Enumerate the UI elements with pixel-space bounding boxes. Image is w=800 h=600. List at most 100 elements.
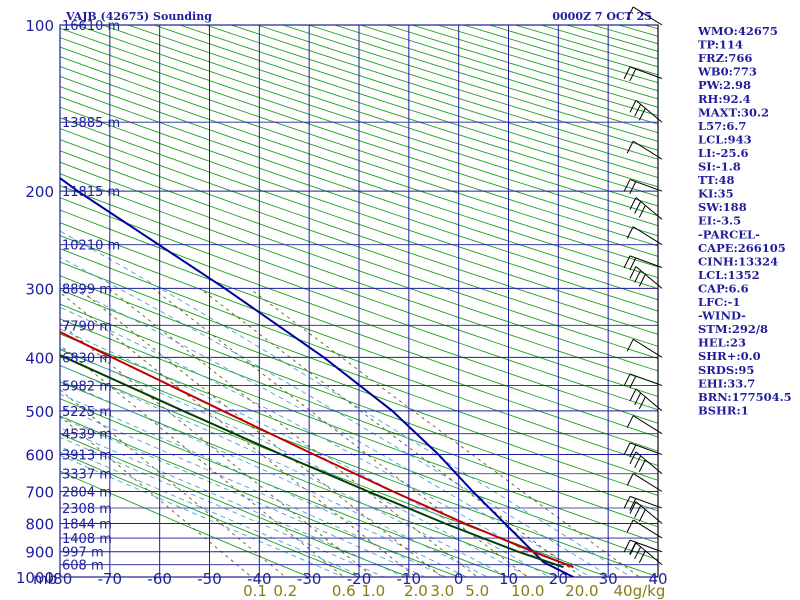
wind-barb-flag [626, 339, 634, 352]
height-tick-labels: 16610 m 13885 m 11815 m 10210 m 8899 m 7790 m… [62, 19, 120, 574]
wind-barb-shaft [632, 140, 663, 160]
wind-barb-shaft [632, 473, 663, 492]
wind-barb-flag [623, 496, 631, 509]
height-tick-label: 7790 m [62, 319, 112, 334]
chart-datetime: 0000Z 7 OCT 25 [552, 10, 652, 23]
pressure-tick-label: 100 [25, 17, 54, 35]
temperature-tick-label: -20 [347, 570, 372, 588]
moist-adiabat [60, 364, 509, 577]
wind-barb-flag [629, 388, 637, 402]
index-item: BSHR:1 [698, 403, 749, 417]
wind-barb-flag [629, 181, 637, 194]
wind-barb-flag [634, 455, 642, 469]
index-item: LI:-25.6 [698, 146, 749, 160]
height-tick-label: 4539 m [62, 428, 112, 443]
wind-barb-flag [638, 205, 646, 218]
dry-adiabat [60, 398, 510, 577]
wind-barb-shaft [635, 542, 663, 566]
mixing-ratio-tick-label: 0.2 [273, 582, 297, 600]
index-item: -WIND- [698, 309, 746, 323]
moist-adiabat [60, 256, 612, 577]
index-item: SRDS:95 [698, 363, 754, 377]
index-item: CINH:13324 [698, 254, 778, 268]
dry-adiabat [152, 25, 658, 188]
temperature-tick-label: -60 [147, 570, 172, 588]
temperature-tick-label: 10 [499, 570, 518, 588]
height-tick-label: 6830 m [62, 351, 112, 366]
mixing-ratio-lines [60, 288, 641, 577]
chart-title: VAJB (42675) Sounding [65, 10, 212, 23]
index-item: WB0:773 [697, 65, 757, 79]
pressure-axis-label: mb [33, 570, 57, 588]
moist-adiabat [60, 436, 386, 577]
dry-adiabat [616, 25, 658, 37]
height-tick-label: 608 m [62, 559, 104, 574]
wind-barb-flag [634, 104, 642, 117]
temperature-line [60, 330, 574, 569]
wind-barb-flag [626, 415, 634, 428]
temperature-tick-label: -30 [297, 570, 322, 588]
index-item: WMO:42675 [697, 24, 778, 38]
pressure-tick-label: 800 [25, 516, 54, 534]
index-item: -PARCEL- [698, 227, 760, 241]
wind-barb-flag [634, 505, 642, 518]
wind-barb-flag [634, 392, 642, 406]
index-item: CAP:6.6 [698, 281, 749, 295]
wind-barb-shaft [632, 519, 663, 539]
wind-barb-shaft [629, 373, 663, 387]
temperature-tick-label: -70 [98, 570, 123, 588]
wind-barb-flag [623, 539, 631, 553]
dry-adiabat [582, 0, 800, 589]
pressure-tick-label: 500 [25, 403, 54, 421]
moist-adiabat [60, 380, 489, 577]
dry-adiabat [75, 25, 658, 217]
dry-adiabat [60, 333, 658, 561]
pressure-tick-labels: 100 200 300 400 500 600 700 800 900 1000 [16, 17, 54, 587]
height-tick-label: 5225 m [62, 405, 112, 420]
wind-barb-flag [629, 100, 637, 113]
dewpoint-line [60, 353, 564, 569]
mixing-ratio-tick-label: 40g/kg [614, 582, 666, 600]
moist-adiabat [60, 445, 365, 577]
dry-adiabat [60, 470, 311, 577]
wind-barb-flag [629, 444, 637, 458]
wind-barb-shaft [635, 388, 663, 412]
grid [60, 25, 658, 577]
pressure-tick-label: 200 [25, 183, 54, 201]
wind-barb-flag [634, 270, 642, 283]
index-item: TT:48 [698, 173, 735, 187]
height-tick-label: 997 m [62, 546, 104, 561]
index-item: STM:292/8 [698, 322, 768, 336]
pressure-tick-label: 900 [25, 544, 54, 562]
wind-barb-flag [634, 546, 642, 560]
temperature-tick-label: 40 [648, 570, 667, 588]
wind-barb-shaft [635, 501, 663, 524]
index-item: PW:2.98 [698, 78, 751, 92]
wind-barb-flag [626, 519, 634, 533]
wind-barb-flag [629, 197, 637, 210]
height-tick-label: 5982 m [62, 380, 112, 395]
mixing-ratio-tick-label: 1.0 [361, 582, 385, 600]
wind-barb-shaft [635, 266, 663, 289]
height-tick-label: 3913 m [62, 449, 112, 464]
wind-barb-shaft [629, 255, 663, 268]
index-item: EHI:33.7 [698, 376, 755, 390]
temperature-tick-label: -40 [247, 570, 272, 588]
mixing-ratio-line [60, 291, 417, 577]
wind-barb-flag [629, 542, 637, 556]
index-item: EI:-3.5 [698, 214, 741, 228]
wind-barb-flag [626, 6, 634, 20]
wind-barb-flag [638, 459, 646, 472]
wind-barb-flag [629, 266, 637, 279]
moist-adiabat [60, 230, 632, 577]
dry-adiabat [591, 25, 658, 45]
index-item: LCL:943 [698, 132, 752, 146]
wind-barb-shaft [635, 197, 663, 220]
plot-frame [59, 24, 659, 578]
wind-barb-flag [623, 373, 631, 387]
height-tick-label: 2804 m [62, 485, 112, 500]
height-tick-label: 3337 m [62, 468, 112, 483]
index-item: L57:6.7 [698, 119, 746, 133]
